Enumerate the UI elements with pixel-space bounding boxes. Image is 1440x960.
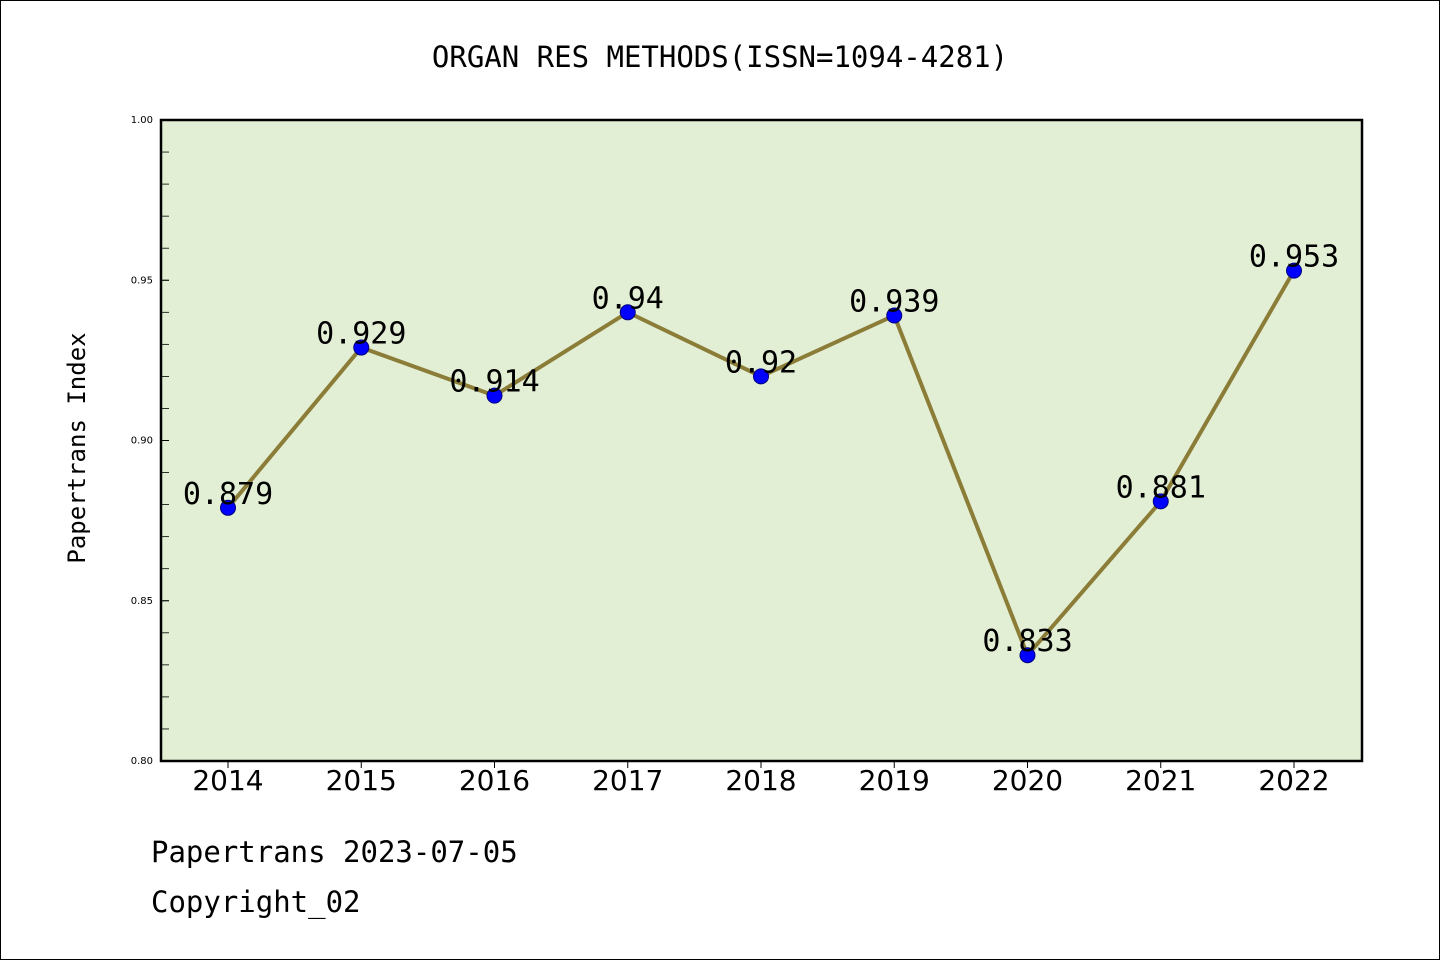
data-point (753, 368, 769, 385)
x-tick-label: 2014 (192, 764, 263, 797)
plot-area (161, 120, 1362, 761)
data-label: 0.929 (316, 317, 406, 352)
data-label: 0.833 (982, 624, 1072, 659)
data-label: 0.94 (592, 281, 664, 316)
x-tick-label: 2016 (459, 764, 530, 797)
data-label: 0.914 (449, 365, 539, 400)
y-tick-label: 0.95 (131, 275, 153, 286)
data-point (353, 339, 370, 356)
data-point (886, 307, 903, 324)
x-tick-label: 2015 (326, 764, 397, 797)
data-point (220, 499, 236, 516)
x-tick-label: 2019 (859, 764, 930, 797)
data-point (1019, 647, 1036, 664)
data-point (1286, 262, 1302, 279)
x-tick-label: 2020 (992, 764, 1063, 797)
y-tick-label: 1.00 (131, 115, 153, 126)
x-tick-label: 2017 (592, 764, 663, 797)
footer-copyright: Copyright_02 (151, 885, 361, 919)
data-label: 0.953 (1249, 240, 1339, 275)
data-label: 0.879 (183, 477, 273, 512)
data-point (619, 304, 636, 321)
y-tick-label: 0.85 (131, 596, 153, 607)
x-tick-label: 2021 (1125, 764, 1196, 797)
y-tick-label: 0.90 (131, 436, 153, 447)
data-label: 0.881 (1116, 470, 1206, 505)
y-tick-label: 0.80 (131, 756, 153, 767)
x-tick-label: 2022 (1258, 764, 1329, 797)
data-point (486, 387, 503, 404)
footer-date: Papertrans 2023-07-05 (151, 835, 518, 869)
data-point (1152, 493, 1169, 510)
plot-border (159, 118, 1364, 763)
x-tick-label: 2018 (725, 764, 796, 797)
y-axis-label: Papertrans Index (63, 332, 91, 563)
data-label: 0.92 (725, 345, 797, 380)
data-label: 0.939 (849, 285, 939, 320)
chart-title: ORGAN RES METHODS(ISSN=1094-4281) (432, 40, 1008, 74)
